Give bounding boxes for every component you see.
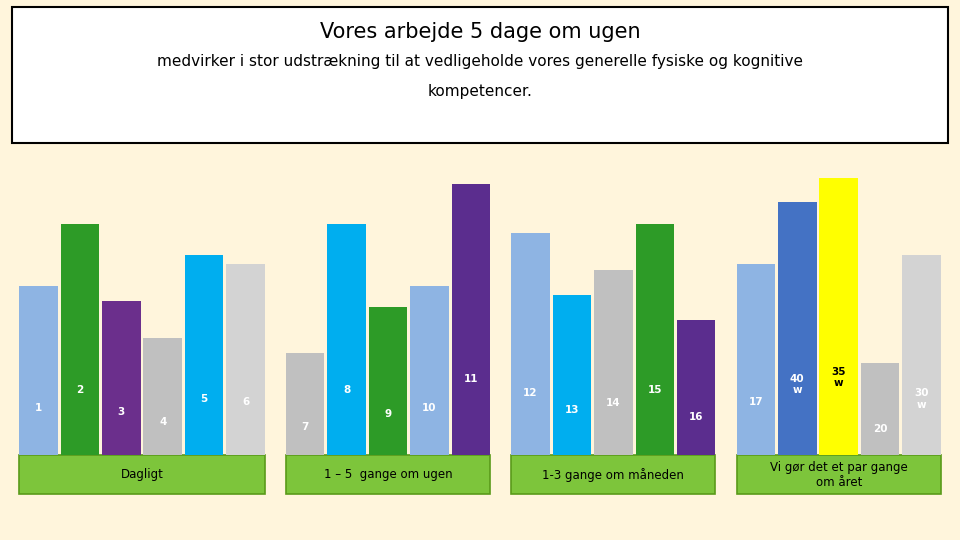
Text: 17: 17 <box>749 397 763 407</box>
Text: 8: 8 <box>343 386 350 395</box>
Text: 1 – 5  gange om ugen: 1 – 5 gange om ugen <box>324 468 452 481</box>
Text: Vi gør det et par gange
om året: Vi gør det et par gange om året <box>770 461 907 489</box>
Text: 13: 13 <box>564 406 579 415</box>
Text: 4: 4 <box>159 417 166 428</box>
Text: 7: 7 <box>301 422 309 431</box>
Text: 30
w: 30 w <box>914 388 928 410</box>
Text: 12: 12 <box>523 388 538 398</box>
Text: 11: 11 <box>464 374 478 384</box>
Text: 20: 20 <box>873 424 887 434</box>
Text: 16: 16 <box>689 412 704 422</box>
Text: 14: 14 <box>606 399 621 408</box>
Text: 2: 2 <box>76 386 84 395</box>
Text: 35
w: 35 w <box>831 367 846 388</box>
Text: 3: 3 <box>118 407 125 417</box>
Text: Vores arbejde 5 dage om ugen: Vores arbejde 5 dage om ugen <box>320 22 640 42</box>
Text: medvirker i stor udstrækning til at vedligeholde vores generelle fysiske og kogn: medvirker i stor udstrækning til at vedl… <box>157 54 803 69</box>
Text: kompetencer.: kompetencer. <box>427 84 533 99</box>
Text: 1: 1 <box>35 403 42 413</box>
Text: 1-3 gange om måneden: 1-3 gange om måneden <box>542 468 684 482</box>
Text: 9: 9 <box>385 409 392 419</box>
Text: Dagligt: Dagligt <box>121 468 163 481</box>
Text: 10: 10 <box>422 403 437 413</box>
Text: 6: 6 <box>242 397 250 407</box>
Text: 5: 5 <box>201 394 207 404</box>
Text: 15: 15 <box>648 386 662 395</box>
Text: 40
w: 40 w <box>790 374 804 395</box>
